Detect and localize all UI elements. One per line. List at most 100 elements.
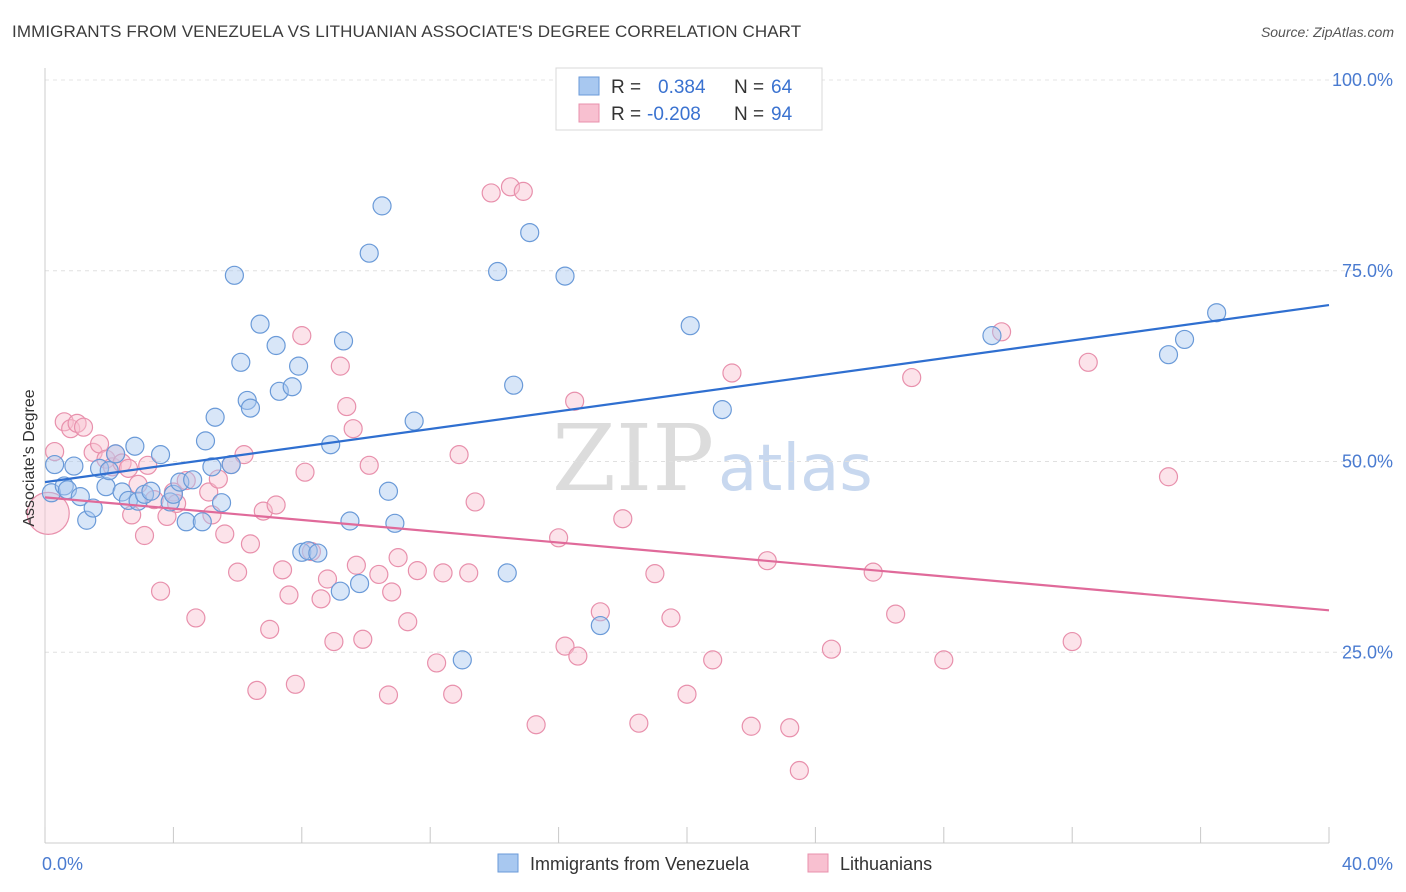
point-lithuanians	[568, 646, 588, 666]
point-venezuela	[712, 400, 732, 420]
point-lithuanians	[703, 650, 723, 670]
point-lithuanians	[382, 582, 402, 602]
x-tick-label-min: 0.0%	[42, 854, 83, 874]
point-venezuela	[211, 493, 232, 513]
legend-r-label-1: R =	[611, 104, 641, 125]
point-lithuanians	[821, 639, 842, 659]
point-venezuela	[45, 454, 65, 475]
series-legend-swatch-lithuanians	[807, 853, 829, 873]
point-lithuanians	[343, 419, 363, 439]
point-lithuanians	[228, 562, 248, 582]
point-venezuela	[99, 461, 119, 481]
point-lithuanians	[465, 492, 485, 512]
legend-n-label-1: N =	[734, 104, 764, 125]
point-venezuela	[150, 445, 171, 465]
point-venezuela	[176, 512, 196, 532]
point-venezuela	[452, 650, 472, 670]
point-lithuanians	[398, 612, 418, 632]
point-lithuanians	[590, 602, 610, 622]
point-venezuela	[1174, 329, 1195, 350]
point-lithuanians	[26, 491, 70, 535]
data-points	[26, 177, 1227, 781]
y-tick-label: 25.0%	[1342, 642, 1393, 662]
point-lithuanians	[902, 367, 922, 388]
x-tick-label-max: 40.0%	[1342, 854, 1393, 874]
point-lithuanians	[934, 650, 954, 670]
point-lithuanians	[565, 391, 585, 411]
point-lithuanians	[500, 177, 521, 197]
point-lithuanians	[388, 548, 408, 568]
point-venezuela	[555, 266, 575, 286]
legend-r-value-1: -0.208	[647, 104, 701, 125]
point-lithuanians	[285, 674, 305, 694]
point-lithuanians	[443, 684, 463, 704]
series-legend-label-venezuela: Immigrants from Venezuela	[530, 854, 750, 874]
point-lithuanians	[353, 629, 373, 649]
legend-r-label-0: R =	[611, 77, 641, 98]
point-venezuela	[488, 261, 508, 282]
point-lithuanians	[886, 604, 906, 624]
point-lithuanians	[272, 560, 293, 580]
series-legend-label-lithuanians: Lithuanians	[840, 854, 932, 874]
point-lithuanians	[741, 716, 761, 736]
point-lithuanians	[150, 581, 171, 601]
point-venezuela	[497, 563, 517, 583]
point-venezuela	[106, 444, 126, 464]
trend-lines	[44, 303, 1330, 612]
point-venezuela	[292, 542, 312, 562]
point-lithuanians	[526, 715, 546, 735]
point-venezuela	[504, 375, 524, 395]
point-venezuela	[183, 470, 203, 490]
point-lithuanians	[1062, 631, 1082, 652]
axes	[44, 68, 1330, 844]
point-lithuanians	[369, 564, 389, 585]
trend-line-venezuela	[44, 303, 1330, 484]
point-lithuanians	[427, 653, 447, 673]
point-venezuela	[680, 316, 700, 336]
legend-swatch-venezuela	[578, 76, 600, 96]
point-venezuela	[321, 435, 341, 455]
point-venezuela	[141, 481, 161, 501]
point-venezuela	[372, 196, 392, 216]
point-lithuanians	[176, 470, 196, 491]
point-lithuanians	[613, 509, 633, 529]
point-lithuanians	[645, 564, 665, 584]
legend-swatch-lithuanians	[578, 103, 600, 123]
point-lithuanians	[407, 561, 427, 581]
point-venezuela	[269, 381, 289, 401]
point-venezuela	[125, 436, 145, 456]
point-venezuela	[333, 331, 354, 351]
point-lithuanians	[863, 562, 883, 582]
legend-n-value-1: 94	[771, 104, 793, 125]
point-lithuanians	[1078, 352, 1098, 372]
point-lithuanians	[346, 555, 366, 575]
point-venezuela	[1207, 303, 1227, 323]
series-legend-swatch-venezuela	[497, 853, 519, 873]
legend-n-label-0: N =	[734, 77, 764, 98]
point-lithuanians	[186, 608, 206, 628]
point-venezuela	[163, 484, 183, 504]
point-venezuela	[64, 456, 84, 476]
point-lithuanians	[247, 680, 267, 701]
point-lithuanians	[330, 356, 350, 376]
y-tick-label: 50.0%	[1342, 452, 1393, 472]
point-venezuela	[195, 431, 216, 451]
point-lithuanians	[991, 322, 1012, 342]
point-lithuanians	[359, 455, 379, 475]
point-lithuanians	[134, 525, 155, 546]
chart-title: IMMIGRANTS FROM VENEZUELA VS LITHUANIAN …	[12, 22, 802, 41]
trend-line-lithuanians	[44, 496, 1330, 612]
point-venezuela	[520, 223, 540, 243]
series-legend: Immigrants from Venezuela Lithuanians	[497, 853, 932, 874]
point-lithuanians	[378, 685, 399, 705]
point-lithuanians	[722, 363, 742, 383]
point-lithuanians	[481, 183, 501, 203]
point-venezuela	[96, 477, 116, 497]
point-lithuanians	[266, 495, 286, 515]
y-tick-label: 100.0%	[1332, 70, 1393, 90]
y-axis-label: Associate's Degree	[21, 389, 38, 526]
point-venezuela	[590, 615, 610, 636]
point-venezuela	[404, 411, 424, 431]
point-lithuanians	[337, 396, 357, 417]
